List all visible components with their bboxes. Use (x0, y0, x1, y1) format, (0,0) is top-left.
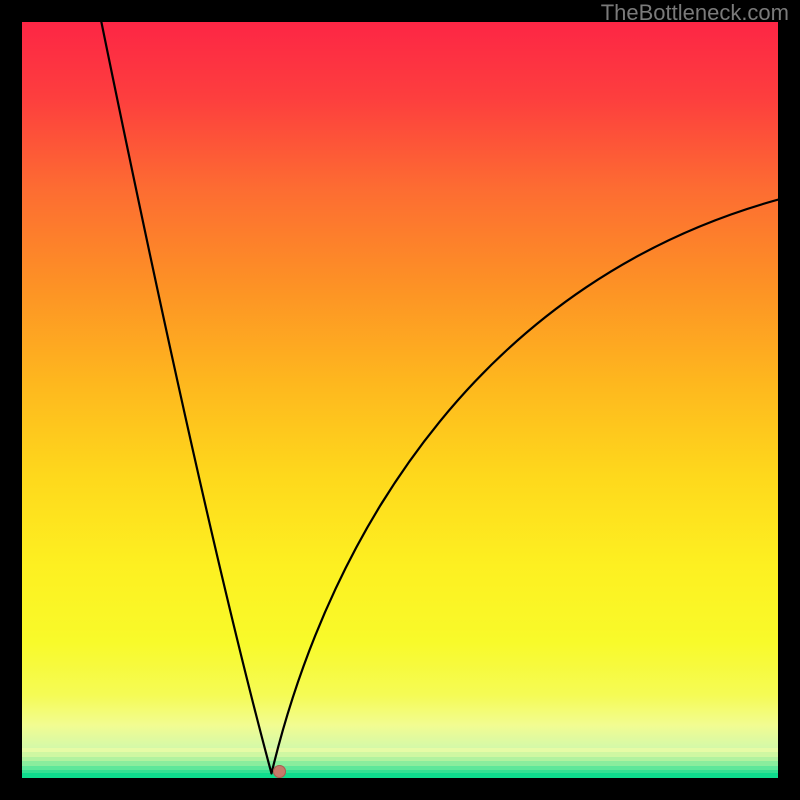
chart-root: TheBottleneck.com (0, 0, 800, 800)
curve-path (101, 22, 778, 773)
minimum-marker (273, 765, 286, 778)
bottleneck-curve (22, 22, 778, 778)
plot-area (22, 22, 778, 778)
